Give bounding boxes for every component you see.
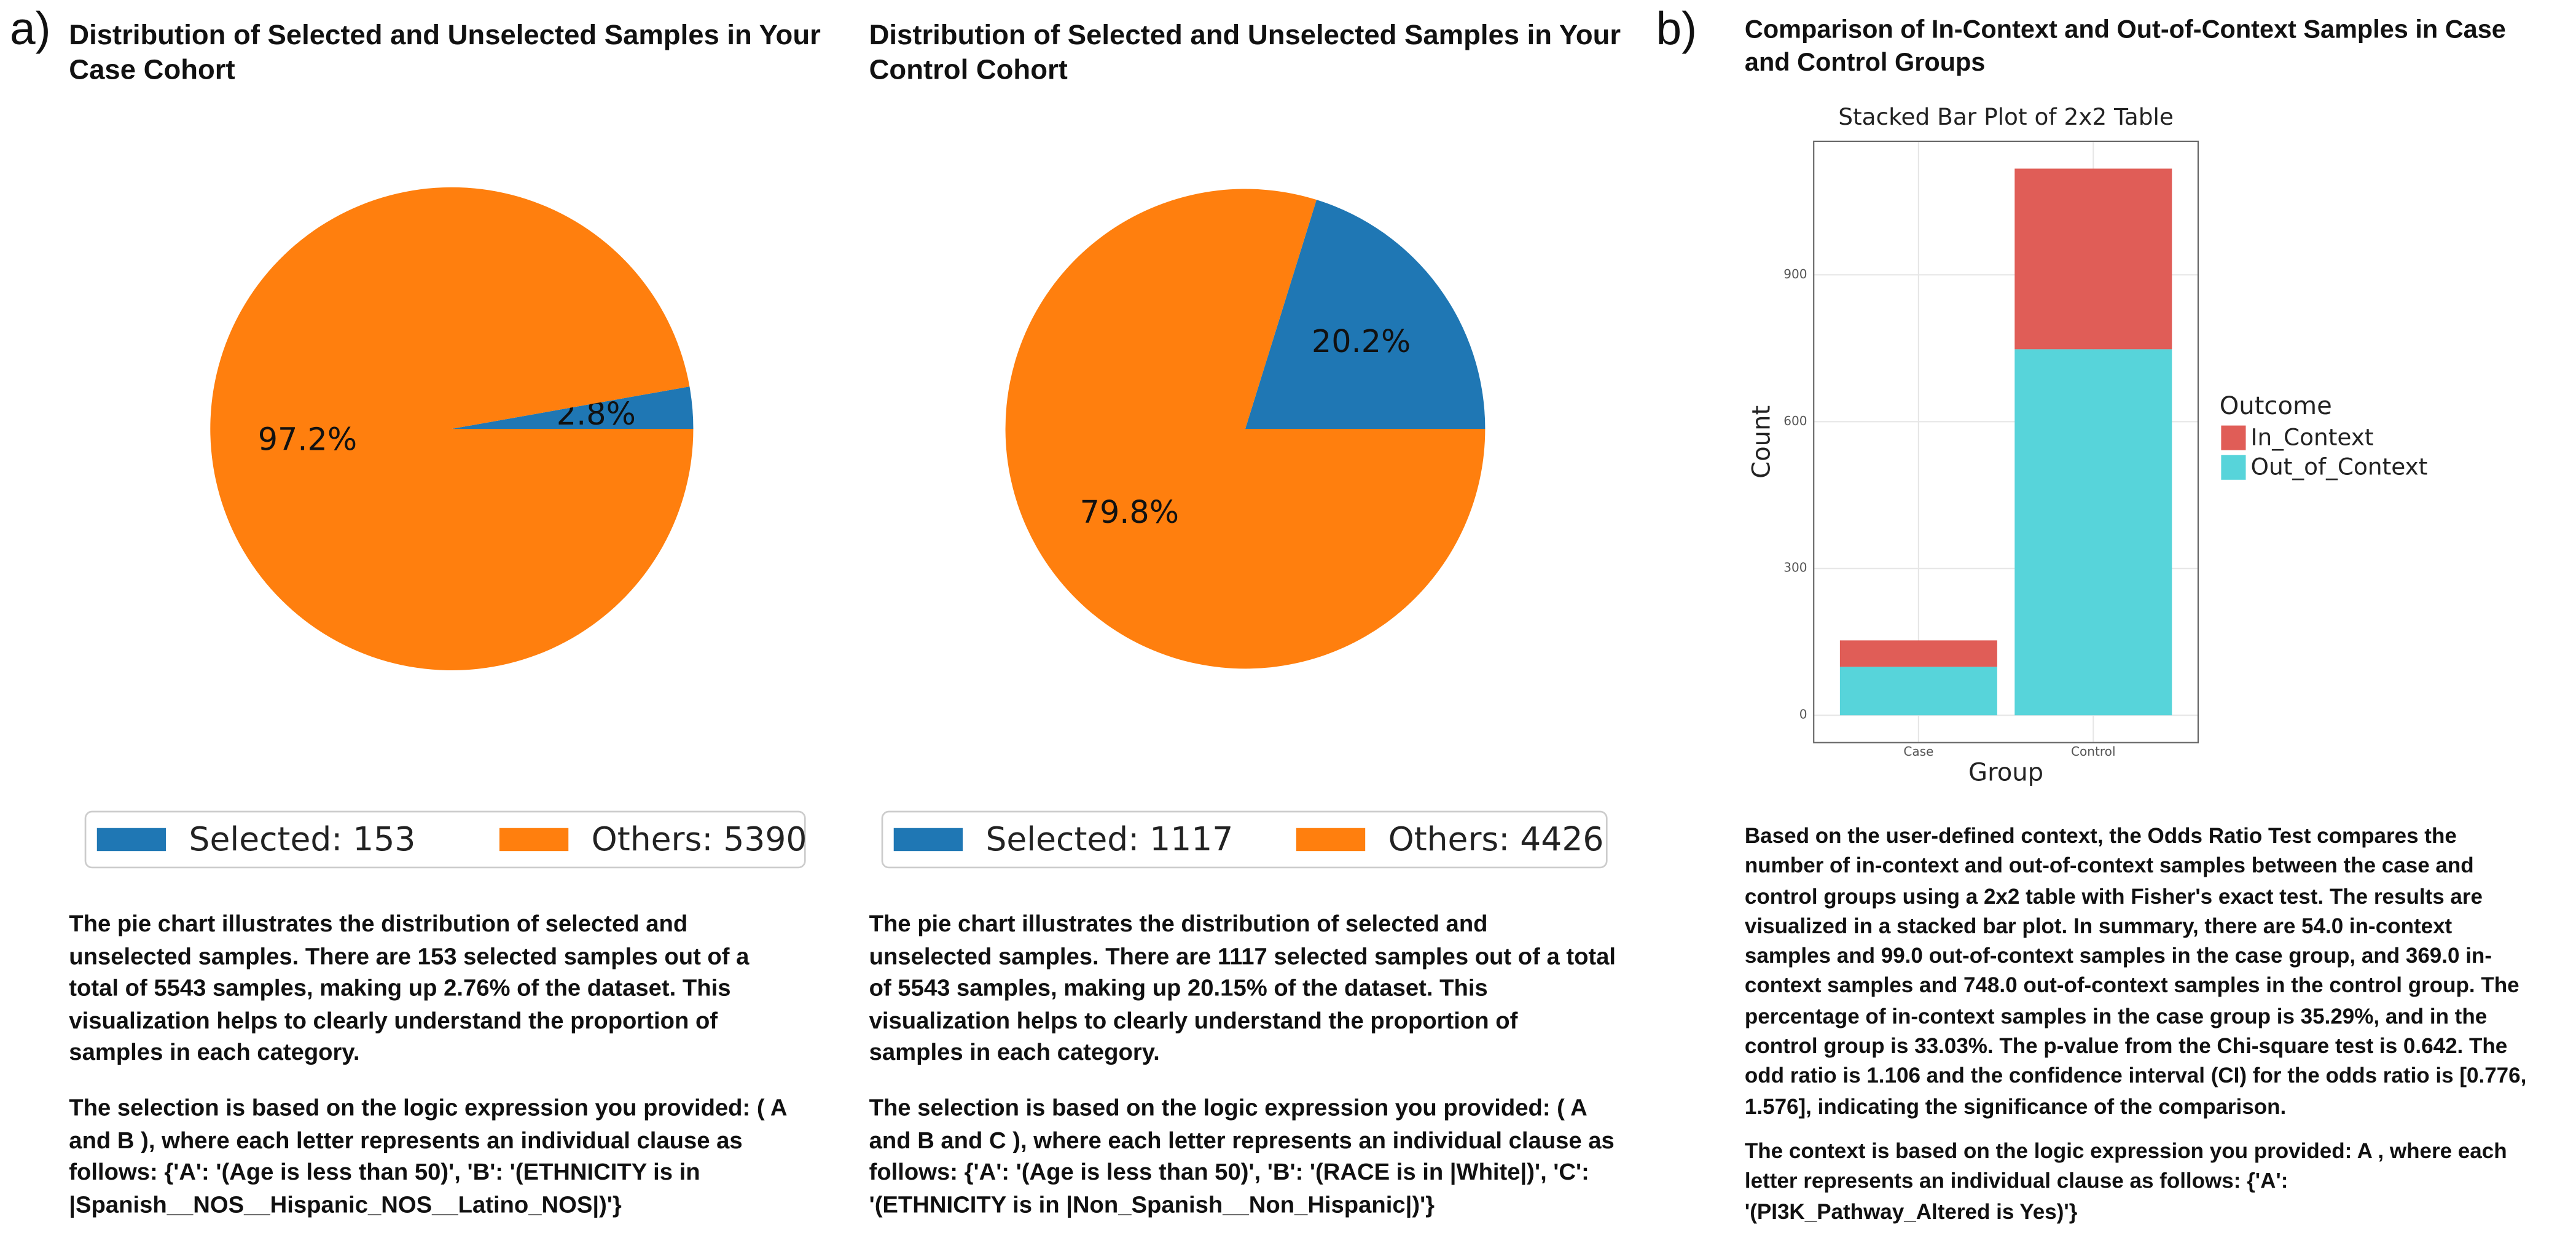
y-tick-label: 600 bbox=[1783, 413, 1807, 428]
bar-segment bbox=[1839, 640, 1997, 667]
description: The selection is based on the logic expr… bbox=[869, 1095, 1615, 1218]
y-tick-label: 300 bbox=[1783, 560, 1807, 575]
y-tick-label: 0 bbox=[1799, 707, 1807, 722]
legend-box bbox=[84, 810, 806, 869]
legend-label: In_Context bbox=[2251, 423, 2374, 450]
legend-swatch bbox=[1296, 828, 1366, 852]
legend-swatch bbox=[2221, 425, 2246, 450]
description: The context is based on the logic expres… bbox=[1744, 1138, 2507, 1224]
legend-label: Selected: 153 bbox=[189, 820, 416, 858]
description: The pie chart illustrates the distributi… bbox=[69, 912, 750, 1067]
chart-subtitle: Stacked Bar Plot of 2x2 Table bbox=[1838, 103, 2174, 130]
y-tick-label: 900 bbox=[1783, 267, 1807, 281]
bar-segment bbox=[1839, 667, 1997, 716]
bar-segment bbox=[2014, 168, 2172, 350]
plot-border bbox=[1813, 140, 2199, 743]
pie-wedge bbox=[1245, 200, 1486, 429]
legend-box bbox=[881, 810, 1608, 869]
pie-wedge bbox=[452, 386, 694, 429]
pie-label: 97.2% bbox=[258, 421, 357, 458]
x-tick-label: Control bbox=[2071, 744, 2115, 759]
chart-title: Distribution of Selected and Unselected … bbox=[69, 20, 821, 86]
legend-label: Selected: 1117 bbox=[985, 820, 1233, 858]
description: The pie chart illustrates the distributi… bbox=[869, 912, 1616, 1067]
pie-wedge bbox=[210, 187, 694, 671]
x-axis-label: Group bbox=[1968, 759, 2043, 787]
legend-label: Others: 5390 bbox=[592, 820, 807, 858]
x-tick-label: Case bbox=[1903, 744, 1933, 759]
legend-swatch bbox=[499, 828, 569, 852]
legend-label: Others: 4426 bbox=[1388, 820, 1604, 858]
panel-label: a) bbox=[10, 3, 51, 55]
pie-label: 20.2% bbox=[1312, 323, 1411, 359]
description: The selection is based on the logic expr… bbox=[69, 1095, 787, 1218]
legend-swatch bbox=[893, 828, 963, 852]
legend-swatch bbox=[96, 828, 166, 852]
pie-label: 79.8% bbox=[1080, 494, 1179, 530]
y-axis-label: Count bbox=[1747, 405, 1775, 479]
description: Based on the user-defined context, the O… bbox=[1744, 823, 2527, 1119]
chart-title: Comparison of In-Context and Out-of-Cont… bbox=[1744, 16, 2506, 77]
bar-segment bbox=[2014, 349, 2172, 716]
legend-title: Outcome bbox=[2220, 392, 2332, 420]
legend-label: Out_of_Context bbox=[2251, 453, 2428, 480]
legend-swatch bbox=[2221, 455, 2246, 480]
panel-label: b) bbox=[1656, 3, 1697, 55]
chart-title: Distribution of Selected and Unselected … bbox=[869, 20, 1621, 86]
pie-wedge bbox=[1005, 189, 1486, 669]
